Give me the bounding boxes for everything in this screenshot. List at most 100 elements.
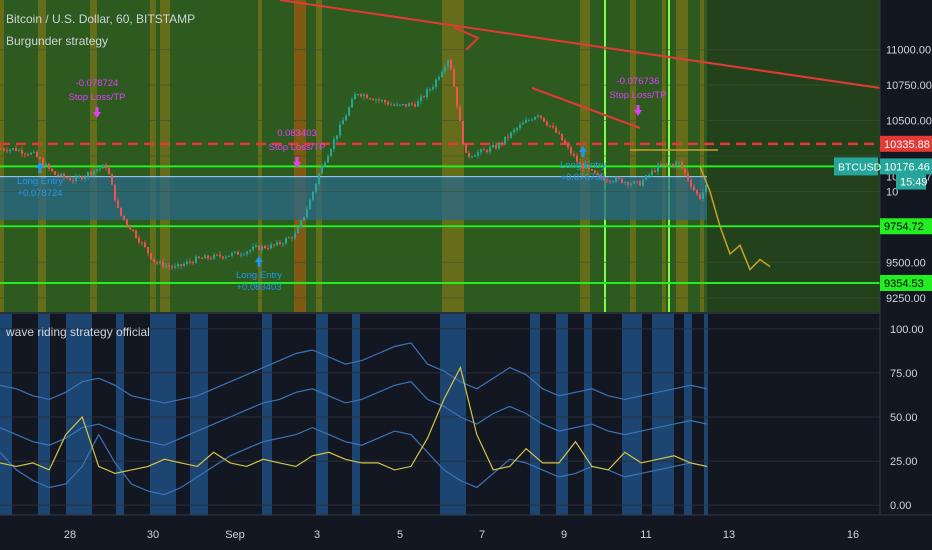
- price-candle: [654, 170, 656, 172]
- price-candle: [636, 181, 638, 183]
- price-candle: [48, 164, 50, 169]
- price-candle: [432, 87, 434, 90]
- price-candle: [84, 176, 86, 180]
- price-candle: [672, 163, 674, 166]
- signal-value: +0.076736: [560, 172, 605, 183]
- price-tick-label: 10: [886, 186, 898, 198]
- oscillator-middle-line: [0, 381, 708, 446]
- price-candle: [693, 186, 695, 191]
- price-tick-label: 10750.00: [886, 80, 932, 92]
- price-candle: [405, 104, 407, 107]
- price-candle: [324, 162, 326, 166]
- price-candle: [342, 120, 344, 125]
- price-candle: [573, 153, 575, 156]
- price-candle: [312, 191, 314, 200]
- price-candle: [579, 161, 581, 164]
- price-candle: [222, 256, 224, 258]
- time-tick-label: Sep: [225, 529, 245, 541]
- signal-label: Long Entry: [560, 160, 606, 171]
- price-axis-background: [880, 0, 932, 515]
- time-tick-label: 5: [397, 529, 403, 541]
- price-candle: [525, 120, 527, 123]
- price-candle: [150, 253, 152, 260]
- signal-label: Long Entry: [17, 176, 63, 187]
- oscillator-tick-label: 50.00: [890, 412, 918, 424]
- time-tick-label: 11: [640, 529, 651, 541]
- price-candle: [492, 145, 494, 148]
- price-candle: [648, 174, 650, 176]
- price-candle: [528, 119, 530, 121]
- price-label-box: [880, 135, 932, 152]
- price-candle: [138, 237, 140, 243]
- price-candle: [459, 106, 461, 121]
- price-candle: [102, 164, 104, 169]
- price-candle: [504, 136, 506, 144]
- price-candle: [303, 216, 305, 221]
- price-candle: [522, 122, 524, 125]
- price-candle: [228, 255, 230, 257]
- oscillator-tick-label: 0.00: [890, 500, 911, 512]
- price-candle: [246, 251, 248, 255]
- price-candle: [168, 265, 170, 267]
- price-candle: [684, 168, 686, 174]
- price-candle: [618, 177, 620, 179]
- price-candle: [687, 173, 689, 181]
- price-candle: [234, 251, 236, 253]
- price-candle: [474, 155, 476, 157]
- oscillator-band: [352, 314, 360, 515]
- price-candle: [318, 173, 320, 184]
- oscillator-band: [556, 314, 568, 515]
- long-entry-arrow-icon: [255, 256, 263, 267]
- price-tick-label: 11000.00: [886, 45, 931, 57]
- price-candle: [174, 266, 176, 268]
- signal-value: +0.078724: [17, 188, 62, 199]
- price-candle: [9, 149, 11, 152]
- time-tick-label: 28: [64, 529, 76, 541]
- price-candle: [612, 181, 614, 183]
- price-candle: [657, 164, 659, 172]
- price-candle: [306, 209, 308, 217]
- price-candle: [264, 246, 266, 249]
- price-candle: [519, 124, 521, 128]
- price-candle: [147, 246, 149, 254]
- time-tick-label: 7: [479, 529, 485, 541]
- level-lines: [0, 0, 881, 284]
- price-candle: [411, 103, 413, 105]
- price-candle: [426, 89, 428, 98]
- price-candle: [555, 127, 557, 133]
- price-candle: [249, 249, 251, 252]
- price-candle: [300, 220, 302, 228]
- oscillator-band: [440, 314, 466, 515]
- time-axis[interactable]: 28 30 Sep 3 5 7 9 11 13 16: [0, 514, 932, 541]
- pane-separator[interactable]: [0, 312, 932, 314]
- signal-label: Stop Loss/TP: [68, 92, 125, 103]
- price-axis[interactable]: 11000.0010750.0010500.0010104.379500.009…: [834, 0, 932, 515]
- price-candle: [501, 143, 503, 145]
- price-candle: [495, 145, 497, 149]
- price-candle: [552, 126, 554, 128]
- oscillator-lines: [0, 342, 708, 496]
- oscillator-band: [584, 314, 592, 515]
- price-candle: [333, 139, 335, 149]
- oscillator-pane[interactable]: wave riding strategy official: [0, 314, 880, 515]
- price-candle: [699, 194, 701, 199]
- price-candle: [123, 215, 125, 220]
- oscillator-axis[interactable]: 100.00 75.00 50.00 25.00 0.00: [890, 324, 924, 512]
- price-candle: [564, 140, 566, 144]
- price-candle: [27, 154, 29, 156]
- price-candle: [465, 144, 467, 154]
- price-candle: [390, 104, 392, 106]
- price-candle: [606, 180, 608, 182]
- time-tick-label: 30: [147, 529, 159, 541]
- price-candle: [177, 264, 179, 267]
- oscillator-band: [66, 314, 92, 515]
- price-candle: [15, 148, 17, 151]
- price-candle: [0, 148, 2, 150]
- price-candle: [366, 94, 368, 99]
- price-candle: [60, 173, 62, 176]
- price-tick-label: 9250.00: [886, 293, 926, 305]
- price-candle: [516, 127, 518, 130]
- price-candle: [615, 177, 617, 182]
- price-candle: [267, 248, 269, 250]
